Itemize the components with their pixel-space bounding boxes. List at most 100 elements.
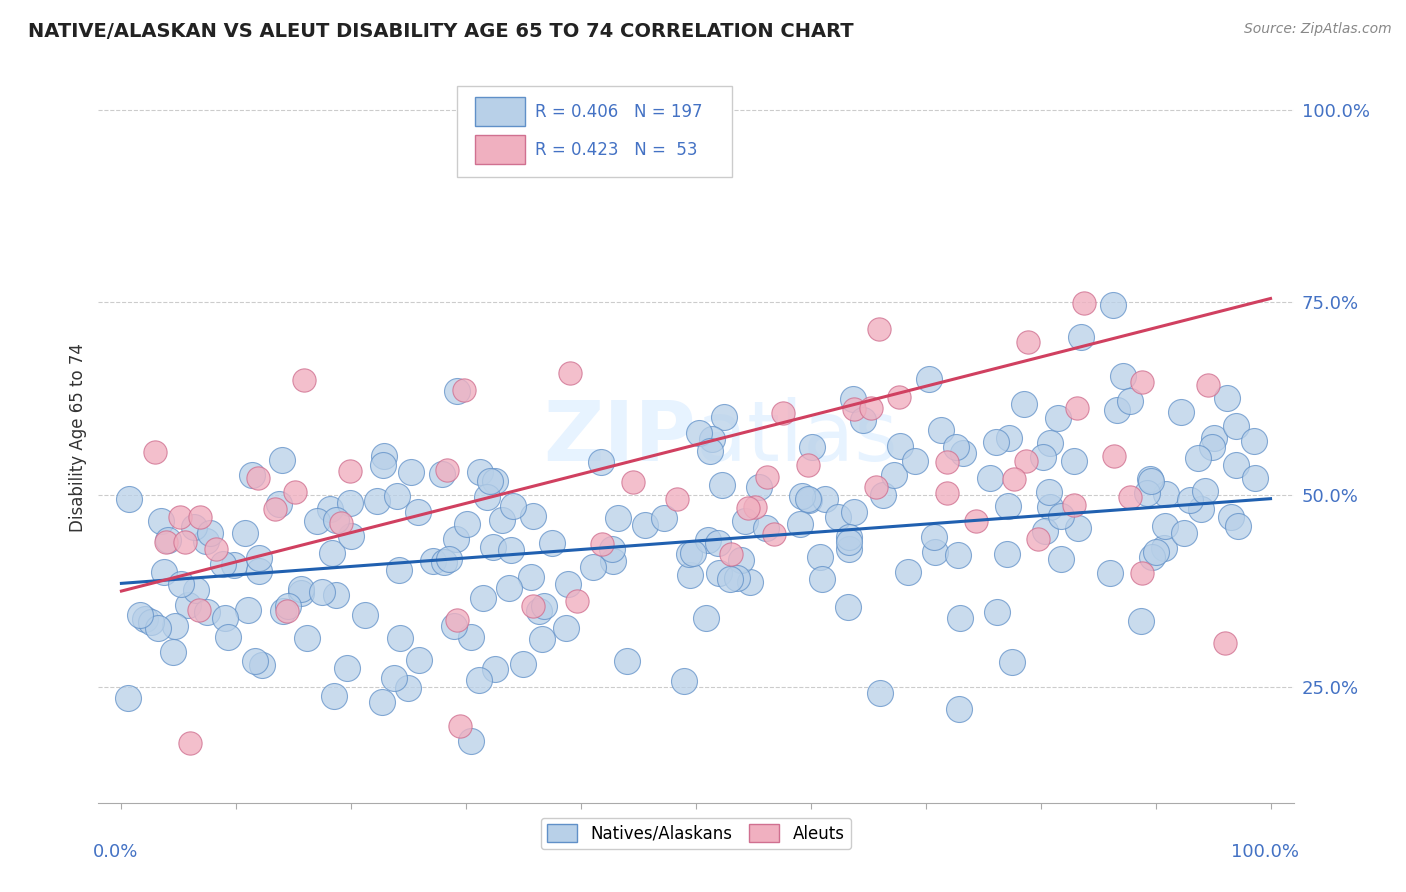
- Text: 0.0%: 0.0%: [93, 843, 138, 861]
- Point: [1118, 490, 1140, 504]
- Point: [173, 535, 195, 549]
- Point: [706, 536, 728, 550]
- Point: [1026, 532, 1049, 546]
- Point: [311, 585, 333, 599]
- Point: [205, 541, 228, 556]
- Point: [948, 702, 970, 716]
- Point: [433, 555, 456, 569]
- Point: [1130, 375, 1153, 389]
- Point: [1220, 510, 1243, 524]
- Point: [322, 689, 344, 703]
- Point: [883, 468, 905, 483]
- Point: [1144, 545, 1167, 559]
- Point: [240, 468, 263, 483]
- Point: [243, 654, 266, 668]
- Point: [396, 681, 419, 695]
- Point: [797, 491, 820, 506]
- Point: [533, 599, 555, 613]
- Point: [453, 383, 475, 397]
- Point: [986, 605, 1008, 619]
- Y-axis label: Disability Age 65 to 74: Disability Age 65 to 74: [69, 343, 87, 532]
- Point: [772, 406, 794, 420]
- Point: [406, 505, 429, 519]
- Point: [924, 545, 946, 559]
- Point: [366, 494, 388, 508]
- Point: [399, 465, 422, 479]
- Point: [1099, 566, 1122, 581]
- Point: [1227, 519, 1250, 533]
- Point: [808, 549, 831, 564]
- Point: [842, 402, 865, 417]
- Point: [146, 621, 169, 635]
- Point: [952, 446, 974, 460]
- Point: [697, 533, 720, 547]
- Point: [163, 618, 186, 632]
- Point: [1197, 378, 1219, 392]
- Point: [713, 409, 735, 424]
- Point: [666, 491, 689, 506]
- Point: [444, 532, 467, 546]
- Point: [589, 455, 612, 469]
- Point: [1047, 410, 1070, 425]
- Point: [1173, 526, 1195, 541]
- Point: [1066, 401, 1088, 415]
- Point: [307, 514, 329, 528]
- Point: [936, 455, 959, 469]
- Point: [468, 673, 491, 687]
- Point: [1189, 502, 1212, 516]
- Point: [250, 657, 273, 672]
- Point: [264, 502, 287, 516]
- Point: [277, 599, 299, 613]
- Point: [276, 604, 298, 618]
- Point: [1039, 500, 1062, 514]
- Point: [325, 588, 347, 602]
- Point: [1178, 493, 1201, 508]
- Point: [408, 653, 430, 667]
- Point: [370, 695, 392, 709]
- Point: [1156, 486, 1178, 500]
- Point: [449, 719, 471, 733]
- Point: [319, 502, 342, 516]
- Point: [117, 690, 139, 705]
- Point: [1017, 335, 1039, 350]
- Point: [269, 497, 291, 511]
- Point: [841, 392, 863, 406]
- Point: [531, 632, 554, 646]
- Point: [725, 571, 748, 585]
- Point: [755, 470, 778, 484]
- Point: [979, 470, 1001, 484]
- Point: [446, 613, 468, 627]
- Point: [688, 425, 710, 440]
- Point: [134, 612, 156, 626]
- Point: [699, 444, 721, 458]
- Point: [292, 373, 315, 387]
- Point: [195, 534, 218, 549]
- Point: [1244, 471, 1267, 485]
- Point: [1201, 440, 1223, 454]
- Point: [247, 564, 270, 578]
- Point: [842, 505, 865, 519]
- Point: [186, 583, 208, 598]
- Point: [965, 514, 987, 528]
- Point: [236, 603, 259, 617]
- Point: [949, 611, 972, 625]
- Point: [707, 566, 730, 580]
- Point: [606, 511, 628, 525]
- Point: [482, 540, 505, 554]
- Point: [1194, 483, 1216, 498]
- Point: [179, 736, 201, 750]
- Point: [995, 547, 1018, 561]
- Point: [1202, 432, 1225, 446]
- Point: [436, 463, 458, 477]
- Point: [471, 591, 494, 605]
- Point: [1063, 454, 1085, 468]
- Point: [945, 440, 967, 454]
- Point: [887, 390, 910, 404]
- Point: [290, 582, 312, 596]
- Point: [388, 563, 411, 577]
- Point: [600, 542, 623, 557]
- Point: [1073, 296, 1095, 310]
- Point: [1136, 486, 1159, 500]
- Point: [763, 527, 786, 541]
- Point: [838, 535, 860, 549]
